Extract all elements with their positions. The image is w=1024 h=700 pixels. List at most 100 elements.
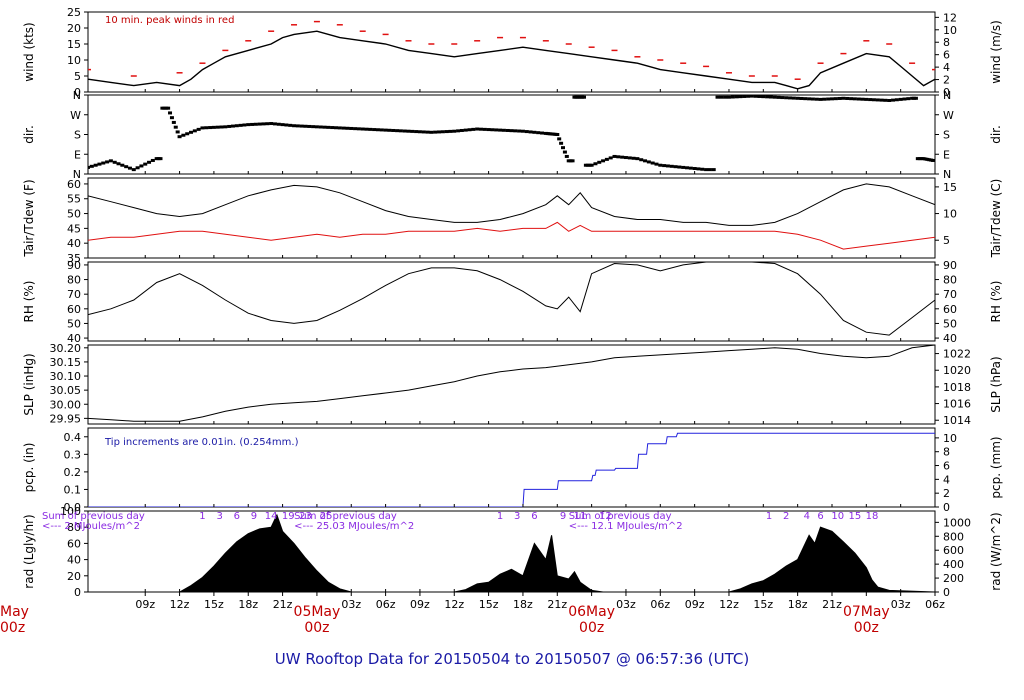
direction-point <box>311 125 316 129</box>
radiation-sum-label: Sum of previous day <box>294 511 397 522</box>
direction-point <box>726 95 731 99</box>
y-tick-label-right: 10 <box>943 432 957 445</box>
direction-point <box>89 164 94 168</box>
direction-point <box>452 129 457 133</box>
direction-point <box>242 123 247 127</box>
x-tick-label: 15z <box>204 598 224 611</box>
direction-point <box>696 167 701 171</box>
direction-point <box>429 130 434 134</box>
direction-point <box>875 98 880 102</box>
direction-point <box>276 122 281 126</box>
panel-series-slp <box>88 345 935 422</box>
x-tick-label: 12z <box>719 598 739 611</box>
direction-point <box>414 130 419 134</box>
y-tick-label-left: S <box>74 129 81 142</box>
direction-point <box>788 96 793 100</box>
direction-point <box>738 95 743 99</box>
direction-point <box>175 130 180 134</box>
direction-point <box>219 125 224 129</box>
direction-point <box>486 128 491 132</box>
direction-point <box>871 98 876 102</box>
series-line-Tdew <box>88 221 935 250</box>
direction-point <box>280 123 285 127</box>
direction-point <box>536 131 541 135</box>
direction-point <box>444 130 449 134</box>
direction-point <box>757 95 762 98</box>
direction-point <box>852 97 857 101</box>
y-axis-label-left-wind: wind (kts) <box>22 22 36 81</box>
y-tick-label-left: 45 <box>67 222 81 235</box>
direction-point <box>677 165 682 169</box>
direction-point <box>116 162 121 166</box>
y-tick-label-left: 0 <box>74 586 81 599</box>
radiation-hour-mark: 11 <box>574 511 587 522</box>
direction-point <box>761 95 766 99</box>
y-tick-label-left: 50 <box>67 317 81 330</box>
direction-point <box>608 156 613 160</box>
y-axis-label-right-temp: Tair/Tdew (C) <box>989 179 1003 259</box>
direction-point <box>883 98 888 102</box>
x-tick-label: 18z <box>513 598 533 611</box>
panel-frame-wind <box>87 11 936 93</box>
direction-point <box>620 155 625 159</box>
y-tick-label-right: 6 <box>943 49 950 62</box>
direction-point <box>528 130 533 134</box>
date-label-month: 06May <box>568 604 615 620</box>
y-tick-label-left: 30.20 <box>50 342 82 355</box>
y-tick-label-right: E <box>943 148 950 161</box>
direction-point <box>818 97 823 101</box>
y-axis-label-left-rad: rad (Lgly/hr) <box>22 514 36 588</box>
direction-point <box>406 129 411 133</box>
direction-point <box>150 158 155 162</box>
direction-point <box>784 96 789 100</box>
y-tick-label-right: 2 <box>943 487 950 500</box>
direction-point <box>559 141 564 145</box>
y-tick-label-left: 35 <box>67 252 81 265</box>
direction-point <box>829 97 834 101</box>
y-tick-label-left: 40 <box>67 554 81 567</box>
series-line-Tair <box>88 183 935 226</box>
date-label-hour: 00z <box>0 620 25 636</box>
y-tick-label-left: 29.95 <box>50 412 82 425</box>
y-tick-label-left: 80 <box>67 521 81 534</box>
direction-point <box>520 129 525 133</box>
direction-point <box>223 125 228 129</box>
radiation-hour-mark: 14 <box>265 511 278 522</box>
direction-point <box>561 146 566 150</box>
direction-point <box>688 166 693 170</box>
radiation-hour-mark: 2 <box>783 511 789 522</box>
y-tick-label-right: 800 <box>943 530 964 543</box>
direction-point <box>353 127 358 131</box>
y-tick-label-left: 0.3 <box>64 448 82 461</box>
direction-point <box>272 122 277 126</box>
y-tick-label-left: N <box>73 168 81 181</box>
direction-point <box>593 162 598 166</box>
direction-point <box>814 97 819 101</box>
direction-point <box>913 96 918 100</box>
direction-point <box>524 130 529 134</box>
direction-point <box>456 129 461 133</box>
direction-point <box>681 165 686 169</box>
y-tick-label-right: 4 <box>943 473 950 486</box>
direction-point <box>643 159 648 163</box>
direction-point <box>822 97 827 101</box>
y-axis-label-right-rh: RH (%) <box>989 281 1003 323</box>
radiation-sum-label: Sum of previous day <box>569 511 672 522</box>
direction-point <box>139 164 144 168</box>
direction-point <box>711 168 716 172</box>
direction-point <box>791 96 796 100</box>
direction-point <box>177 135 182 139</box>
direction-point <box>379 128 384 132</box>
radiation-hour-mark: 1 <box>199 511 205 522</box>
y-axis-label-right-pcp: pcp. (mm) <box>989 436 1003 498</box>
direction-point <box>494 128 499 132</box>
direction-point <box>288 123 293 127</box>
chart-title: UW Rooftop Data for 20150504 to 20150507… <box>274 650 750 668</box>
series-line-sea-level-pressure <box>88 345 935 422</box>
y-tick-label-right: 8 <box>943 36 950 49</box>
direction-point <box>746 95 751 98</box>
direction-point <box>284 123 289 127</box>
direction-point <box>326 125 331 129</box>
